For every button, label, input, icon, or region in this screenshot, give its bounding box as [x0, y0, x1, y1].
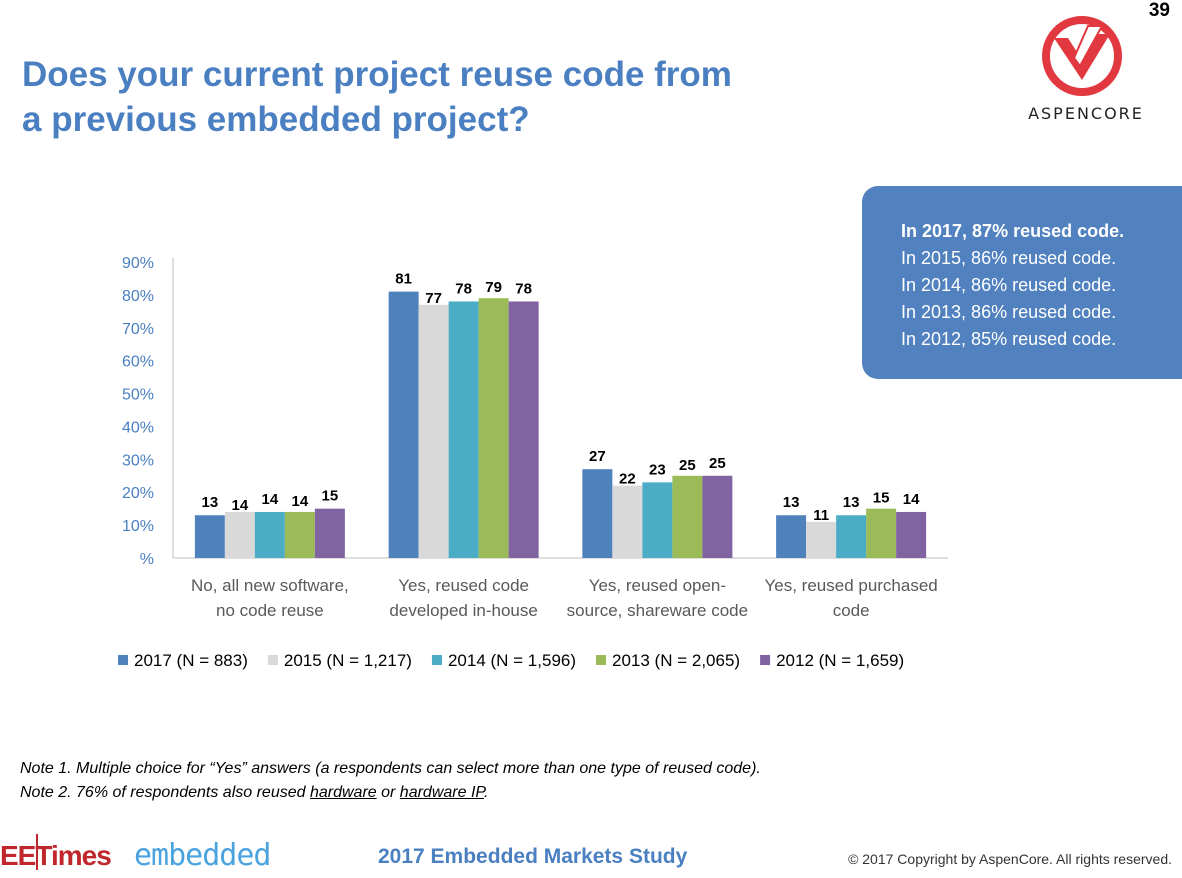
page-title: Does your current project reuse code fro… [22, 52, 822, 142]
y-tick-label: 20% [122, 485, 154, 502]
data-label: 25 [709, 455, 726, 472]
note-2-mid: or [376, 784, 400, 801]
x-tick-label: Yes, reused code [398, 576, 529, 595]
bar [836, 515, 867, 558]
bar [314, 508, 345, 558]
logo-v-mark [1054, 34, 1110, 80]
logo-slash [1072, 25, 1104, 68]
aspencore-wordmark: ASPENCORE [1028, 104, 1144, 123]
study-name: 2017 Embedded Markets Study [378, 845, 688, 868]
data-label: 81 [395, 271, 412, 288]
bar [508, 301, 539, 558]
note-2-suffix: . [484, 784, 489, 801]
y-tick-label: 30% [122, 452, 154, 469]
bar [478, 298, 509, 558]
bar [194, 515, 225, 558]
title-line-1: Does your current project reuse code fro… [22, 55, 732, 94]
bar [224, 511, 255, 558]
eetimes-wordmark: EETimes [0, 840, 112, 871]
note-2-prefix: Note 2. 76% of respondents also reused [20, 784, 310, 801]
legend-swatch [760, 655, 771, 665]
callout-line-2017: In 2017, 87% reused code. [901, 221, 1125, 241]
data-label: 78 [515, 280, 532, 297]
note-2-link-hardware: hardware [309, 784, 377, 801]
legend-label: 2012 (N = 1,659) [776, 651, 904, 670]
data-label: 11 [813, 507, 829, 524]
y-tick-label: 90% [122, 255, 154, 272]
data-label: 23 [649, 461, 666, 478]
x-tick-label: developed in-house [389, 601, 537, 620]
bar [642, 482, 673, 558]
bar [866, 508, 897, 558]
data-label: 13 [783, 494, 800, 511]
bar [388, 291, 419, 558]
legend-label: 2014 (N = 1,596) [448, 651, 576, 670]
legend-swatch [267, 655, 278, 665]
data-label: 77 [425, 290, 442, 307]
legend-label: 2013 (N = 2,065) [612, 651, 740, 670]
data-label: 14 [292, 493, 309, 510]
bar [582, 469, 613, 558]
legend-label: 2015 (N = 1,217) [284, 651, 412, 670]
note-2: Note 2. 76% of respondents also reused h… [20, 784, 488, 802]
legend-swatch [596, 655, 607, 665]
data-label: 78 [455, 280, 472, 297]
title-line-2: a previous embedded project? [22, 100, 530, 139]
bar [418, 304, 449, 558]
legend-swatch [431, 655, 442, 665]
callout-line-2014: In 2014, 86% reused code. [901, 275, 1117, 295]
x-tick-label: No, all new software, [191, 576, 349, 595]
page-number: 39 [1148, 0, 1170, 21]
x-tick-label: Yes, reused purchased [764, 576, 937, 595]
bar [284, 511, 315, 558]
y-tick-label: 60% [122, 354, 154, 371]
callout-line-2013: In 2013, 86% reused code. [901, 302, 1117, 322]
bar [776, 515, 807, 558]
x-tick-label: no code reuse [216, 601, 324, 620]
data-label: 25 [679, 457, 696, 474]
bar [612, 485, 643, 558]
data-label: 14 [262, 491, 279, 508]
y-tick-label: 40% [122, 419, 154, 436]
aspencore-logo [1042, 16, 1122, 96]
logo-ring [1042, 16, 1122, 96]
note-1: Note 1. Multiple choice for “Yes” answer… [20, 760, 761, 777]
callout-line-2015: In 2015, 86% reused code. [901, 248, 1117, 268]
y-tick-label: 70% [122, 321, 154, 338]
data-label: 14 [903, 491, 920, 508]
y-tick-label: 80% [122, 288, 154, 305]
bar [896, 511, 927, 558]
bar-chart: % 10% 20% 30% 40% 50% 60% 70% 80% 90% 13 14 14 14 15 No… [118, 255, 948, 670]
legend-swatch [118, 655, 128, 665]
legend-label: 2017 (N = 883) [134, 651, 248, 670]
bar [702, 475, 733, 558]
bar [448, 301, 479, 558]
y-tick-label: 50% [122, 387, 154, 404]
embedded-wordmark: embedded [134, 838, 271, 873]
summary-callout: In 2017, 87% reused code. In 2015, 86% r… [862, 186, 1182, 379]
data-label: 15 [322, 488, 339, 505]
x-tick-label: code [833, 601, 870, 620]
data-label: 27 [589, 448, 606, 465]
y-tick-label: % [140, 551, 154, 568]
bar [672, 475, 703, 558]
data-label: 22 [619, 471, 636, 488]
x-tick-label: source, shareware code [567, 601, 748, 620]
data-label: 14 [232, 497, 249, 514]
data-label: 13 [202, 494, 219, 511]
data-label: 15 [873, 490, 890, 507]
copyright: © 2017 Copyright by AspenCore. All right… [848, 851, 1172, 867]
data-label: 13 [843, 494, 860, 511]
eetimes-divider [36, 834, 38, 870]
data-label: 79 [485, 279, 502, 296]
bar [254, 511, 285, 558]
x-tick-label: Yes, reused open- [589, 576, 726, 595]
bar [806, 521, 837, 558]
y-tick-label: 10% [122, 518, 154, 535]
callout-line-2012: In 2012, 85% reused code. [901, 329, 1117, 349]
note-2-link-hardware-ip: hardware IP [399, 784, 484, 801]
